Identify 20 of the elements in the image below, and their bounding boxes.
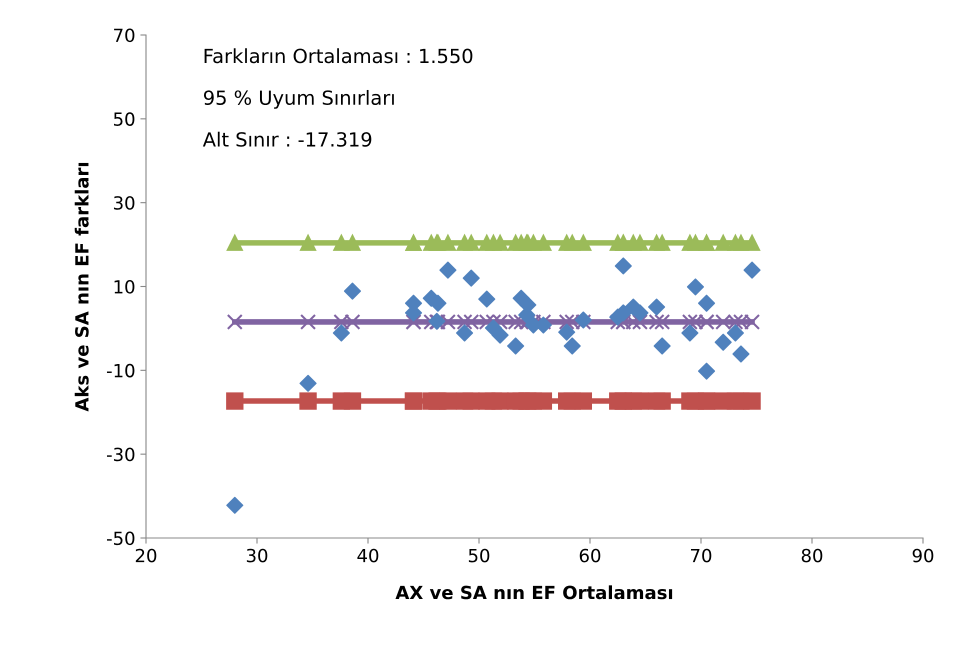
- x-tick-label: 40: [357, 548, 378, 562]
- x-tick-label: 20: [136, 548, 156, 562]
- annotation: 95 % Uyum Sınırları: [204, 90, 394, 109]
- y-tick-label: 30: [114, 196, 134, 210]
- y-tick-label: 10: [114, 280, 134, 294]
- y-tick-label: -30: [106, 448, 134, 462]
- y-tick-label: 70: [114, 28, 134, 42]
- x-tick-label: 70: [690, 548, 712, 562]
- y-axis-title: Aks ve SA nın EF farkları: [74, 162, 89, 412]
- annotation: Farkların Ortalaması : 1.550: [204, 48, 472, 64]
- x-tick-label: 90: [912, 548, 934, 562]
- y-tick-label: -50: [106, 531, 134, 546]
- annotation: Alt Sınır : -17.319: [202, 132, 372, 147]
- x-axis-title: AX ve SA nın EF Ortalaması: [395, 585, 672, 600]
- x-tick-label: 80: [802, 548, 822, 562]
- x-tick-label: 60: [580, 548, 600, 562]
- x-tick-label: 30: [246, 548, 268, 562]
- y-tick-label: 50: [114, 112, 134, 126]
- y-tick-label: -10: [106, 364, 134, 378]
- x-tick-label: 50: [468, 548, 490, 562]
